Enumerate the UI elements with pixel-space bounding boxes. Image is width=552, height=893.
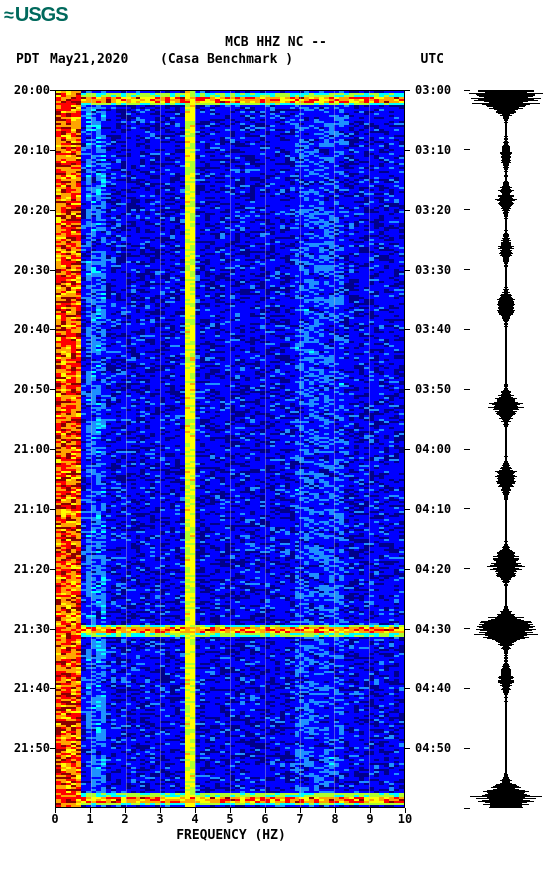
y-tick-right: 03:20 <box>415 203 451 217</box>
x-axis-label: FREQUENCY (HZ) <box>0 828 507 843</box>
y-tick-right: 04:20 <box>415 562 451 576</box>
y-tick-left: 21:30 <box>14 622 50 636</box>
y-tick-right: 03:10 <box>415 143 451 157</box>
x-tick: 2 <box>121 812 128 826</box>
y-tick-right: 04:10 <box>415 502 451 516</box>
y-tick-right: 03:00 <box>415 83 451 97</box>
y-tick-left: 21:00 <box>14 442 50 456</box>
y-tick-left: 20:30 <box>14 263 50 277</box>
y-tick-left: 21:10 <box>14 502 50 516</box>
y-tick-right: 04:00 <box>415 442 451 456</box>
y-tick-right: 03:50 <box>415 382 451 396</box>
date-label: May21,2020 <box>50 52 128 67</box>
x-tick: 5 <box>226 812 233 826</box>
x-tick: 4 <box>191 812 198 826</box>
y-tick-left: 20:10 <box>14 143 50 157</box>
utc-label: UTC <box>421 52 444 67</box>
logo-text: USGS <box>15 4 68 26</box>
usgs-logo: ≈USGS <box>4 4 68 27</box>
y-tick-right: 04:50 <box>415 741 451 755</box>
x-tick: 9 <box>366 812 373 826</box>
y-tick-left: 20:00 <box>14 83 50 97</box>
waveform-plot <box>470 90 542 808</box>
x-tick: 6 <box>261 812 268 826</box>
x-tick: 10 <box>398 812 412 826</box>
y-tick-right: 03:30 <box>415 263 451 277</box>
y-tick-left: 20:20 <box>14 203 50 217</box>
x-tick: 3 <box>156 812 163 826</box>
location-label: (Casa Benchmark ) <box>160 52 293 67</box>
y-tick-left: 21:20 <box>14 562 50 576</box>
y-tick-right: 04:40 <box>415 681 451 695</box>
spectrogram-plot <box>55 90 405 808</box>
y-tick-left: 21:50 <box>14 741 50 755</box>
y-tick-right: 03:40 <box>415 322 451 336</box>
pdt-label: PDT <box>16 52 39 67</box>
x-tick: 8 <box>331 812 338 826</box>
station-header: MCB HHZ NC -- <box>0 35 552 50</box>
y-tick-left: 20:40 <box>14 322 50 336</box>
logo-wave-icon: ≈ <box>4 5 13 26</box>
y-tick-left: 20:50 <box>14 382 50 396</box>
y-tick-left: 21:40 <box>14 681 50 695</box>
y-tick-right: 04:30 <box>415 622 451 636</box>
x-tick: 1 <box>86 812 93 826</box>
x-tick: 7 <box>296 812 303 826</box>
x-tick: 0 <box>51 812 58 826</box>
